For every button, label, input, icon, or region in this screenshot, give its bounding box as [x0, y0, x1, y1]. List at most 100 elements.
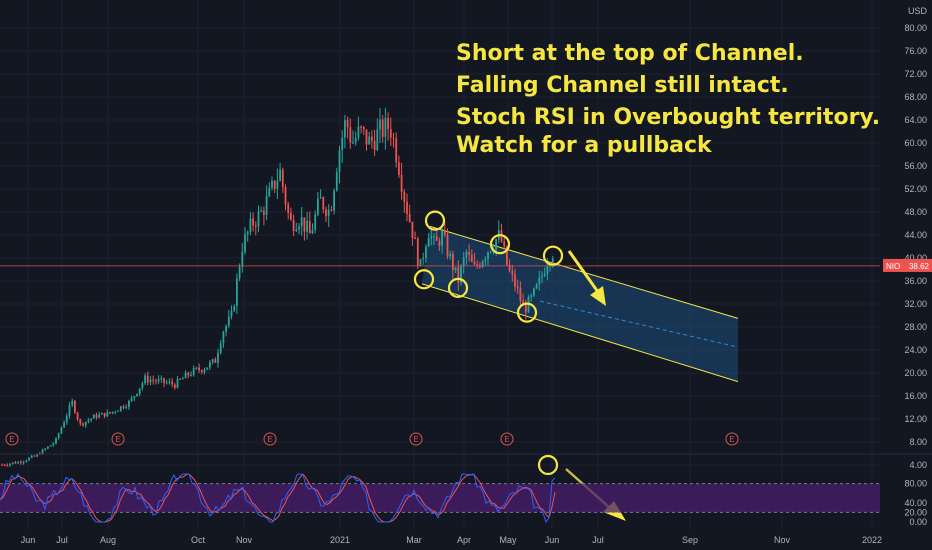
stoch-highlight-circle — [537, 454, 559, 476]
candle-body — [443, 230, 446, 235]
candle-body — [314, 214, 317, 230]
price-tick-label: 36.00 — [904, 276, 927, 286]
candle-body — [449, 253, 452, 257]
candle-body — [20, 461, 22, 463]
candle-body — [476, 264, 479, 266]
stoch-rsi-pane — [0, 453, 932, 524]
earnings-icon-label: E — [115, 435, 120, 444]
candle-body — [430, 236, 433, 239]
candle-body — [425, 246, 427, 259]
candle-body — [90, 418, 92, 421]
candle-body — [222, 332, 225, 344]
candle-body — [41, 449, 44, 455]
ticker-label: NIO — [886, 262, 900, 271]
time-tick-label: Jul — [592, 535, 604, 545]
candle-body — [203, 369, 206, 373]
candle-body — [300, 217, 303, 227]
candle-body — [533, 288, 535, 296]
annotation-line-4: Watch for a pullback — [456, 133, 713, 158]
candle-body — [538, 277, 541, 285]
candle-body — [114, 411, 117, 413]
candle-body — [516, 286, 519, 289]
candle-body — [55, 438, 57, 444]
annotation-line-2: Falling Channel still intact. — [456, 73, 789, 98]
candle-body — [230, 310, 233, 317]
candle-body — [360, 126, 362, 128]
time-tick-label: 2021 — [330, 535, 350, 545]
time-tick-label: Jul — [56, 535, 68, 545]
time-tick-label: Mar — [406, 535, 422, 545]
time-tick-label: 2022 — [862, 535, 882, 545]
down-arrow-head — [590, 286, 606, 306]
candle-body — [398, 162, 400, 175]
price-tick-label: 48.00 — [904, 207, 927, 217]
candle-body — [362, 126, 365, 130]
candle-body — [119, 406, 122, 411]
candle-body — [481, 261, 484, 267]
highlight-circle — [447, 277, 469, 298]
candle-body — [68, 405, 71, 416]
candle-body — [333, 190, 335, 211]
candle-body — [133, 396, 136, 398]
candle-body — [74, 400, 76, 413]
candle-body — [371, 136, 373, 141]
time-tick-label: Apr — [457, 535, 471, 545]
candle-body — [416, 238, 419, 267]
candle-body — [433, 236, 435, 238]
candle-body — [101, 413, 103, 415]
stoch-tick-label: 40.00 — [904, 498, 927, 508]
candle-body — [419, 259, 422, 267]
earnings-icon-label: E — [413, 435, 418, 444]
highlight-circles — [413, 210, 564, 323]
candle-body — [33, 455, 36, 457]
stoch-tick-label: 20.00 — [904, 507, 927, 517]
candle-body — [508, 265, 511, 271]
time-tick-label: Nov — [774, 535, 791, 545]
candle-body — [511, 270, 514, 275]
candle-body — [344, 120, 346, 138]
candle-body — [76, 412, 79, 420]
stoch-tick-label: 80.00 — [904, 479, 927, 489]
candle-body — [389, 129, 392, 138]
candle-body — [392, 137, 395, 139]
candle-body — [244, 234, 246, 252]
earnings-icon — [111, 432, 125, 446]
candle-body — [125, 406, 128, 408]
candle-body — [200, 370, 203, 373]
candle-body — [514, 274, 516, 287]
candle-body — [473, 261, 476, 265]
candle-body — [160, 378, 163, 380]
candle-body — [49, 445, 52, 447]
candle-body — [217, 352, 219, 363]
candle-body — [141, 383, 144, 389]
candle-body — [292, 219, 295, 232]
candle-body — [541, 275, 543, 278]
candle-body — [179, 378, 182, 380]
candle-body — [130, 397, 133, 401]
candle-body — [25, 460, 28, 462]
candle-body — [219, 343, 222, 353]
candle-body — [187, 372, 190, 376]
candle-body — [519, 288, 522, 301]
earnings-icon — [5, 432, 19, 446]
candle-body — [65, 415, 68, 423]
candle-body — [71, 400, 74, 406]
price-tick-label: 64.00 — [904, 115, 927, 125]
highlight-circle — [424, 210, 446, 231]
candle-body — [441, 230, 443, 246]
candle-body — [287, 204, 290, 213]
candle-body — [317, 198, 319, 215]
candle-body — [155, 380, 157, 382]
price-tick-label: 12.00 — [904, 414, 927, 424]
time-tick-label: Nov — [236, 535, 253, 545]
candle-body — [279, 169, 281, 181]
earnings-icon-label: E — [267, 435, 272, 444]
candle-body — [184, 372, 187, 379]
candle-body — [168, 381, 171, 383]
earnings-icon-label: E — [9, 435, 14, 444]
price-tick-label: 52.00 — [904, 184, 927, 194]
price-tick-label: 24.00 — [904, 345, 927, 355]
price-tick-label: 40.00 — [904, 253, 927, 263]
